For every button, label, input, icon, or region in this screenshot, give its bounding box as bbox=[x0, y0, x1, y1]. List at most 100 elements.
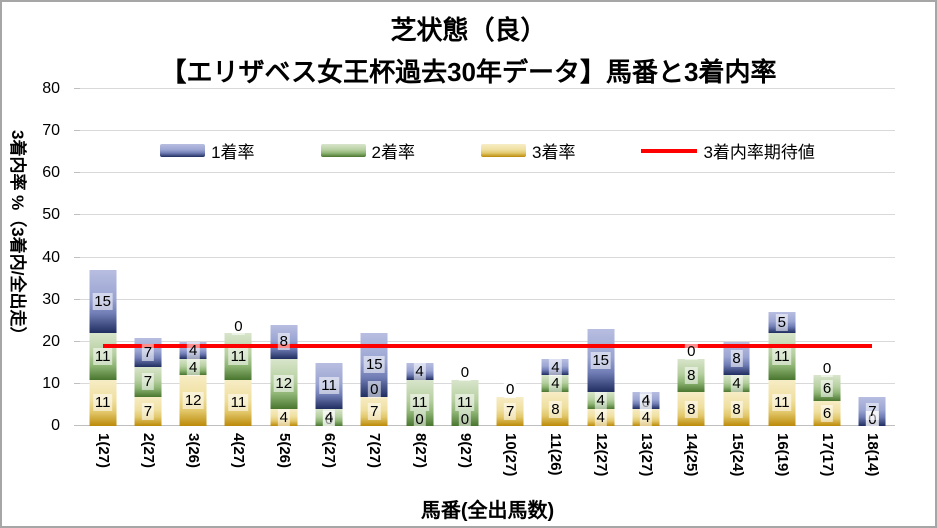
data-label-1着率-1(27): 15 bbox=[92, 293, 113, 311]
data-label-2着率-17(17): 6 bbox=[820, 379, 834, 397]
legend-item-2着率: 2着率 bbox=[320, 138, 415, 163]
y-tickmark-80 bbox=[74, 88, 80, 89]
x-tick-label-3(26): 3(26) bbox=[185, 433, 203, 469]
gridline-0 bbox=[80, 425, 895, 426]
data-label-1着率-14(25): 0 bbox=[685, 343, 698, 361]
data-label-3着率-3(26): 12 bbox=[182, 392, 204, 410]
data-label-3着率-4(27): 11 bbox=[228, 394, 249, 412]
data-label-3着率-9(27): 0 bbox=[458, 410, 472, 428]
y-tick-label-20: 20 bbox=[42, 332, 60, 350]
data-label-1着率-4(27): 0 bbox=[232, 317, 245, 335]
data-label-1着率-18(14): 7 bbox=[866, 402, 879, 420]
data-label-1着率-10(27): 0 bbox=[503, 381, 517, 399]
data-label-1着率-5(26): 8 bbox=[277, 333, 290, 351]
data-label-3着率-10(27): 7 bbox=[503, 402, 517, 420]
data-label-3着率-12(27): 4 bbox=[594, 409, 607, 427]
gridline-30 bbox=[80, 298, 895, 300]
data-label-3着率-16(19): 11 bbox=[772, 394, 792, 412]
x-tick-label-18(14): 18(14) bbox=[864, 433, 882, 477]
legend-label-1着率: 1着率 bbox=[211, 143, 255, 162]
y-tick-label-60: 60 bbox=[42, 164, 60, 182]
legend-marker-3着率 bbox=[481, 144, 526, 157]
y-tickmark-50 bbox=[74, 214, 80, 216]
y-tickmark-0 bbox=[74, 425, 80, 426]
data-label-2着率-6(27): 4 bbox=[322, 409, 336, 427]
data-label-2着率-15(24): 4 bbox=[730, 375, 743, 393]
data-label-2着率-12(27): 4 bbox=[594, 392, 607, 410]
y-axis-tick-labels: 0 10 20 30 40 50 60 70 80 bbox=[2, 80, 72, 434]
x-tick-label-16(19): 16(19) bbox=[773, 433, 791, 477]
y-tickmark-20 bbox=[74, 340, 80, 342]
x-tick-label-12(27): 12(27) bbox=[592, 433, 610, 477]
data-label-2着率-16(19): 11 bbox=[772, 348, 792, 365]
y-tickmark-30 bbox=[74, 298, 80, 300]
x-axis-title: 馬番(全出馬数) bbox=[420, 500, 555, 522]
legend-item-3着率: 3着率 bbox=[481, 138, 575, 163]
data-label-1着率-15(24): 8 bbox=[730, 350, 743, 368]
data-label-3着率-17(17): 6 bbox=[820, 404, 834, 422]
data-label-1着率-2(27): 7 bbox=[141, 343, 155, 361]
x-tick-label-4(27): 4(27) bbox=[230, 433, 248, 469]
data-label-2着率-8(27): 11 bbox=[409, 394, 430, 412]
x-tick-label-8(27): 8(27) bbox=[411, 433, 429, 469]
y-tick-label-80: 80 bbox=[42, 80, 60, 97]
legend-marker-1着率 bbox=[160, 144, 206, 157]
data-label-1着率-17(17): 0 bbox=[820, 359, 834, 377]
data-label-3着率-2(27): 7 bbox=[141, 402, 155, 420]
y-tick-label-30: 30 bbox=[42, 290, 60, 308]
legend-label-3着率: 3着率 bbox=[532, 143, 576, 162]
gridline-80 bbox=[80, 88, 895, 89]
y-tick-label-40: 40 bbox=[42, 248, 60, 266]
data-label-3着率-5(26): 4 bbox=[277, 409, 290, 427]
data-label-3着率-13(27): 4 bbox=[639, 409, 653, 427]
data-label-1着率-13(27): 4 bbox=[639, 392, 653, 410]
data-label-1着率-16(19): 5 bbox=[775, 314, 788, 332]
legend-marker-2着率 bbox=[320, 144, 366, 157]
legend-item-3着内率期待値: 3着内率期待値 bbox=[641, 138, 815, 163]
data-label-2着率-9(27): 11 bbox=[455, 394, 475, 412]
legend-item-1着率: 1着率 bbox=[160, 138, 255, 163]
data-label-3着率-14(25): 8 bbox=[685, 400, 698, 418]
chart-subtitle: 【エリザベス女王杯過去30年データ】馬番と3着内率 bbox=[160, 57, 777, 87]
gridline-50 bbox=[80, 214, 895, 216]
data-label-1着率-3(26): 4 bbox=[187, 341, 200, 359]
x-tick-label-15(24): 15(24) bbox=[728, 433, 746, 477]
data-label-3着率-15(24): 8 bbox=[730, 400, 743, 418]
data-label-1着率-12(27): 15 bbox=[590, 352, 612, 370]
expectation-line bbox=[102, 344, 873, 349]
plot-area: 1111157771244111104128041170150114011070… bbox=[74, 88, 895, 428]
y-tick-label-10: 10 bbox=[42, 374, 60, 392]
gridline-20 bbox=[80, 340, 895, 342]
data-label-2着率-1(27): 11 bbox=[92, 348, 113, 365]
y-tickmark-40 bbox=[74, 256, 80, 258]
data-label-2着率-3(26): 4 bbox=[187, 358, 200, 376]
data-label-1着率-11(26): 4 bbox=[549, 358, 562, 376]
data-label-2着率-14(25): 8 bbox=[685, 366, 698, 384]
data-label-3着率-8(27): 0 bbox=[413, 410, 426, 428]
data-label-2着率-5(26): 12 bbox=[273, 375, 295, 393]
legend: 1着率 2着率 3着率 3着内率期待値 bbox=[80, 138, 895, 163]
x-tick-label-17(17): 17(17) bbox=[819, 433, 837, 477]
data-label-2着率-2(27): 7 bbox=[141, 373, 155, 391]
data-label-3着率-1(27): 11 bbox=[92, 394, 113, 412]
data-label-2着率-11(26): 4 bbox=[549, 375, 562, 393]
x-tick-label-6(27): 6(27) bbox=[321, 433, 339, 469]
x-axis-tick-labels: 1(27) 2(27) 3(26) 4(27) 5(26) 6(27) 7(27) 8(27)… bbox=[80, 426, 895, 498]
y-tick-label-70: 70 bbox=[42, 122, 60, 140]
data-label-2着率-4(27): 11 bbox=[228, 348, 249, 365]
gridline-10 bbox=[80, 382, 895, 384]
legend-marker-3着内率期待値 bbox=[641, 148, 698, 153]
x-tick-label-9(27): 9(27) bbox=[456, 433, 474, 469]
x-tick-label-13(27): 13(27) bbox=[637, 433, 655, 477]
data-label-1着率-7(27): 15 bbox=[363, 356, 385, 374]
legend-label-3着内率期待値: 3着内率期待値 bbox=[703, 143, 815, 162]
data-label-3着率-11(26): 8 bbox=[549, 400, 562, 418]
chart-title: 芝状態（良） bbox=[390, 15, 547, 45]
x-tick-label-11(26): 11(26) bbox=[547, 433, 565, 476]
legend-label-2着率: 2着率 bbox=[371, 143, 415, 162]
x-tick-label-1(27): 1(27) bbox=[94, 433, 112, 469]
x-tick-label-7(27): 7(27) bbox=[366, 433, 384, 469]
data-label-1着率-8(27): 4 bbox=[413, 362, 426, 380]
y-tick-label-50: 50 bbox=[42, 206, 60, 224]
